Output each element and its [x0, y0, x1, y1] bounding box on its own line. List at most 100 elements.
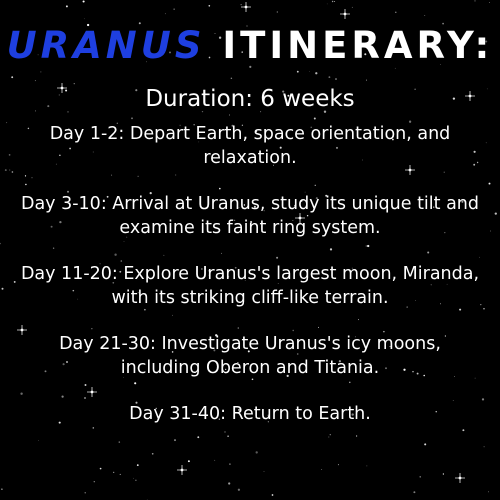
star: [119, 270, 122, 273]
star: [267, 138, 270, 141]
star: [483, 446, 485, 448]
star: [337, 464, 339, 466]
star: [326, 3, 328, 5]
star: [383, 330, 385, 333]
star: [485, 142, 487, 144]
star: [221, 252, 222, 254]
star: [444, 231, 446, 234]
star: [481, 398, 485, 401]
sparkle-star: [405, 165, 415, 175]
star: [135, 479, 137, 481]
star: [106, 195, 109, 198]
star: [92, 151, 94, 153]
star: [208, 56, 211, 59]
star: [246, 25, 248, 27]
star: [201, 268, 203, 270]
star: [349, 381, 351, 384]
star: [487, 491, 490, 493]
star: [419, 476, 421, 478]
star: [40, 71, 42, 73]
star: [267, 414, 270, 417]
star: [133, 477, 134, 479]
star: [66, 190, 70, 193]
star: [135, 401, 138, 404]
star: [119, 473, 121, 475]
itinerary-item-5: Day 31-40: Return to Earth.: [129, 404, 371, 424]
star: [174, 439, 176, 442]
star: [82, 0, 85, 3]
star: [179, 124, 181, 126]
star: [163, 254, 165, 256]
star: [238, 409, 240, 411]
star: [364, 53, 367, 56]
star: [253, 205, 256, 208]
star: [123, 376, 124, 378]
star: [395, 11, 397, 14]
star: [300, 199, 303, 202]
star: [84, 397, 86, 399]
star: [52, 247, 55, 249]
star: [11, 76, 14, 79]
star: [462, 429, 465, 432]
star: [213, 349, 216, 352]
itinerary-item-2: Day 3-10: Arrival at Uranus, study its u…: [20, 194, 480, 238]
star: [276, 256, 279, 259]
star: [73, 83, 75, 85]
star: [237, 488, 241, 491]
star: [151, 452, 154, 455]
star: [263, 471, 265, 472]
star: [489, 2, 490, 3]
star: [488, 182, 491, 185]
star: [271, 494, 274, 496]
star: [137, 175, 139, 177]
star: [201, 110, 204, 113]
star: [424, 443, 427, 446]
star: [123, 241, 125, 242]
star: [276, 11, 278, 13]
star: [321, 469, 323, 470]
star: [0, 242, 1, 245]
sparkle-star: [340, 9, 350, 19]
star: [328, 76, 331, 79]
star: [27, 127, 30, 130]
star: [66, 361, 68, 363]
star: [440, 64, 441, 65]
star: [135, 89, 138, 92]
star: [414, 88, 416, 90]
star: [394, 67, 396, 69]
star: [67, 111, 69, 113]
star: [86, 23, 90, 27]
star: [385, 367, 387, 370]
star: [325, 194, 328, 197]
star: [287, 94, 290, 97]
star: [137, 292, 139, 294]
star: [226, 275, 230, 278]
star: [227, 435, 229, 438]
sparkle-star: [17, 325, 27, 335]
sparkle-star: [455, 473, 465, 483]
star: [480, 304, 482, 306]
star: [198, 134, 200, 137]
star: [24, 175, 27, 177]
star: [207, 270, 209, 272]
star: [267, 421, 269, 423]
star: [47, 105, 50, 108]
star: [241, 124, 244, 126]
star: [114, 253, 117, 256]
star: [116, 122, 118, 124]
star: [198, 141, 200, 143]
star: [329, 434, 331, 436]
star: [263, 210, 265, 212]
star: [490, 230, 491, 232]
star: [315, 72, 318, 75]
star: [304, 191, 306, 193]
star: [452, 97, 456, 100]
star: [444, 335, 447, 337]
star: [318, 326, 319, 328]
star: [485, 40, 488, 43]
page-title: URANUS ITINERARY:: [0, 24, 500, 68]
sparkle-star: [465, 91, 475, 101]
star: [112, 281, 115, 284]
star: [365, 245, 367, 247]
star: [208, 274, 211, 277]
